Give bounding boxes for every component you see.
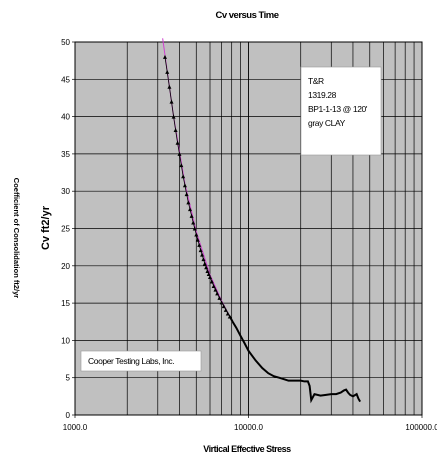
data-point (184, 192, 189, 197)
data-point (187, 207, 192, 212)
y-tick-label: 0 (66, 411, 71, 420)
data-point (179, 163, 184, 168)
data-point (167, 84, 172, 89)
data-point (215, 291, 220, 296)
y-tick-label: 30 (61, 187, 70, 196)
x-tick-labels: 1000.0 10000.0 100000.0 (63, 423, 437, 432)
data-point (197, 242, 202, 247)
info-line: T&R (308, 76, 324, 86)
data-point (217, 295, 222, 300)
side-axis-title: Coefficient of Consolidation ft2/yr (12, 178, 21, 298)
data-point (165, 69, 170, 74)
y-tick-label: 35 (61, 150, 70, 159)
data-point (198, 248, 203, 253)
info-annotation-box: T&R 1319.28 BP1-1-13 @ 120' gray CLAY (300, 66, 382, 156)
y-tick-label: 40 (61, 113, 70, 122)
data-point (177, 151, 182, 156)
data-point (202, 261, 207, 266)
data-marks (162, 38, 362, 404)
data-point (209, 279, 214, 284)
y-tick-label: 10 (61, 336, 70, 345)
y-tick-label: 45 (61, 75, 70, 84)
data-point (219, 300, 224, 305)
data-point (181, 174, 186, 179)
data-point (223, 307, 228, 312)
lab-annotation-box: Cooper Testing Labs, Inc. (80, 350, 202, 372)
x-tick-label: 10000.0 (234, 423, 263, 432)
data-point (206, 272, 211, 277)
y-tick-label: 50 (61, 38, 70, 47)
data-point (169, 99, 174, 104)
y-tick-label: 15 (61, 299, 70, 308)
info-line: gray CLAY (308, 118, 346, 128)
x-tick-label: 1000.0 (63, 423, 88, 432)
data-point (162, 54, 167, 59)
data-point (208, 274, 213, 279)
data-point (175, 140, 180, 145)
y-axis-title: Cv ft2/yr (40, 205, 52, 250)
y-tick-labels: 0 5 10 15 20 25 30 35 40 45 50 (61, 38, 70, 420)
data-point (186, 200, 191, 205)
data-point (195, 237, 200, 242)
series-line (228, 316, 362, 404)
data-point (182, 183, 187, 188)
x-tick-label: 100000.0 (405, 423, 437, 432)
info-line: BP1-1-13 @ 120' (308, 104, 368, 114)
data-point (173, 128, 178, 133)
data-point (225, 311, 230, 316)
data-point (200, 252, 205, 257)
y-tick-label: 25 (61, 225, 70, 234)
data-point (204, 265, 209, 270)
lab-label: Cooper Testing Labs, Inc. (88, 356, 174, 366)
data-point (211, 283, 216, 288)
chart-title: Cv versus Time (215, 10, 278, 21)
data-point (192, 226, 197, 231)
data-point (171, 114, 176, 119)
data-point (191, 220, 196, 225)
y-tick-label: 20 (61, 262, 70, 271)
data-point (201, 257, 206, 262)
y-tick-label: 5 (66, 374, 71, 383)
axis-ticks (72, 41, 423, 418)
x-axis-title: Virtical Effective Stress (203, 444, 291, 454)
data-point (194, 232, 199, 237)
info-line: 1319.28 (308, 90, 337, 100)
data-point (221, 304, 226, 309)
data-point (189, 213, 194, 218)
data-point (205, 269, 210, 274)
data-point (213, 287, 218, 292)
